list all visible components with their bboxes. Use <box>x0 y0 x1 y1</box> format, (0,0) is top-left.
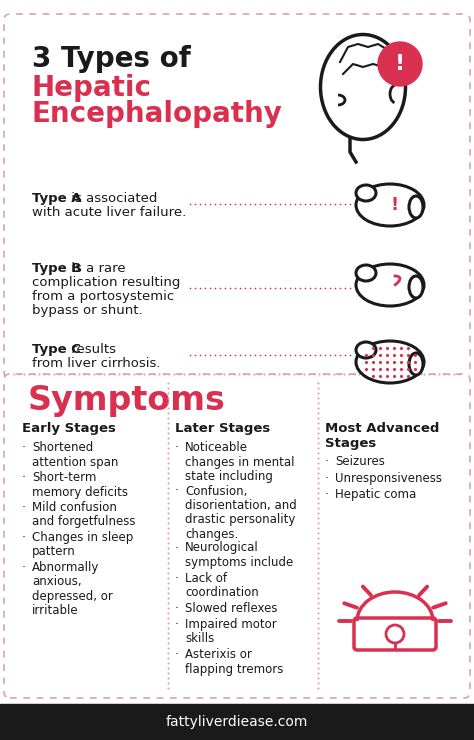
Text: Changes in sleep
pattern: Changes in sleep pattern <box>32 531 133 559</box>
Text: ·: · <box>175 618 183 631</box>
Text: complication resulting: complication resulting <box>32 276 181 289</box>
Text: Mild confusion
and forgetfulness: Mild confusion and forgetfulness <box>32 501 136 528</box>
Text: 3 Types of: 3 Types of <box>32 45 191 73</box>
Circle shape <box>386 625 404 643</box>
Text: Hepatic: Hepatic <box>32 74 152 102</box>
Text: Lack of
coordination: Lack of coordination <box>185 571 259 599</box>
Text: ·: · <box>22 471 30 484</box>
Ellipse shape <box>356 184 424 226</box>
Ellipse shape <box>356 342 376 358</box>
FancyBboxPatch shape <box>4 374 470 698</box>
FancyBboxPatch shape <box>4 14 470 378</box>
FancyBboxPatch shape <box>354 618 436 650</box>
Text: Later Stages: Later Stages <box>175 422 270 435</box>
Text: Shortened
attention span: Shortened attention span <box>32 441 118 468</box>
Text: with acute liver failure.: with acute liver failure. <box>32 206 186 219</box>
Text: Asterixis or
flapping tremors: Asterixis or flapping tremors <box>185 648 283 676</box>
Ellipse shape <box>409 276 423 298</box>
Text: ·: · <box>175 441 183 454</box>
Ellipse shape <box>356 185 376 201</box>
Text: ·: · <box>325 455 333 468</box>
Text: ·: · <box>22 531 30 544</box>
Text: from liver cirrhosis.: from liver cirrhosis. <box>32 357 161 370</box>
Text: results: results <box>67 343 116 356</box>
Text: Impaired motor
skills: Impaired motor skills <box>185 618 277 645</box>
Text: ·: · <box>22 441 30 454</box>
Text: ·: · <box>175 542 183 554</box>
Text: Early Stages: Early Stages <box>22 422 116 435</box>
Text: Seizures: Seizures <box>335 455 385 468</box>
Ellipse shape <box>356 341 424 383</box>
Ellipse shape <box>320 35 405 140</box>
Text: is associated: is associated <box>67 192 157 205</box>
Text: Unresponsiveness: Unresponsiveness <box>335 471 442 485</box>
Text: !: ! <box>395 54 405 74</box>
Circle shape <box>378 42 422 86</box>
Text: Slowed reflexes: Slowed reflexes <box>185 602 277 614</box>
Text: Confusion,
disorientation, and
drastic personality
changes.: Confusion, disorientation, and drastic p… <box>185 485 297 541</box>
Text: is a rare: is a rare <box>67 262 126 275</box>
Text: Most Advanced
Stages: Most Advanced Stages <box>325 422 439 450</box>
Text: bypass or shunt.: bypass or shunt. <box>32 304 143 317</box>
Text: ·: · <box>325 471 333 485</box>
Text: !: ! <box>391 196 399 214</box>
Text: Encephalopathy: Encephalopathy <box>32 100 283 128</box>
Text: Hepatic coma: Hepatic coma <box>335 488 416 501</box>
Bar <box>0 704 474 740</box>
Text: fattyliverdiease.com: fattyliverdiease.com <box>166 715 308 729</box>
Text: from a portosystemic: from a portosystemic <box>32 290 174 303</box>
Text: Type B: Type B <box>32 262 82 275</box>
Text: ·: · <box>175 571 183 585</box>
Text: ·: · <box>175 602 183 614</box>
Text: ·: · <box>325 488 333 501</box>
Text: Noticeable
changes in mental
state including: Noticeable changes in mental state inclu… <box>185 441 294 483</box>
Text: ·: · <box>22 561 30 574</box>
Text: ·: · <box>22 501 30 514</box>
Ellipse shape <box>409 196 423 218</box>
Ellipse shape <box>409 353 423 375</box>
Text: Short-term
memory deficits: Short-term memory deficits <box>32 471 128 499</box>
Ellipse shape <box>356 265 376 281</box>
Text: Type A: Type A <box>32 192 82 205</box>
Text: Abnormally
anxious,
depressed, or
irritable: Abnormally anxious, depressed, or irrita… <box>32 561 113 617</box>
Text: Neurological
symptoms include: Neurological symptoms include <box>185 542 293 569</box>
Text: ·: · <box>175 485 183 497</box>
Text: Type C: Type C <box>32 343 81 356</box>
Text: ·: · <box>175 648 183 661</box>
Text: Symptoms: Symptoms <box>28 384 226 417</box>
Ellipse shape <box>356 264 424 306</box>
